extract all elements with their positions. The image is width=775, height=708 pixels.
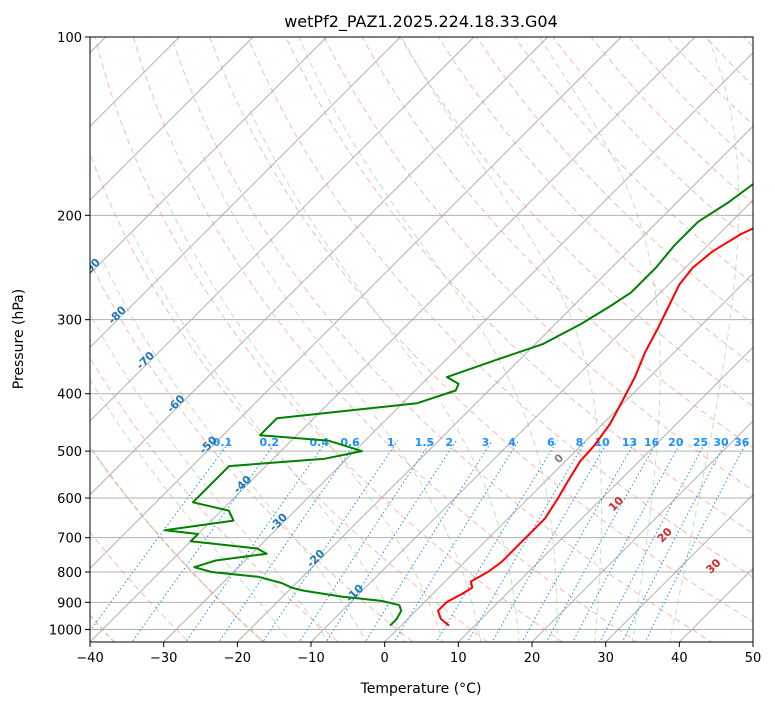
dewpoint-profile-line — [163, 182, 753, 627]
mixing-ratio-label: 0.4 — [310, 436, 330, 449]
mixing-ratio-line — [298, 440, 432, 642]
moist-adiabat-line — [160, 187, 444, 642]
mixing-ratio-line — [572, 440, 683, 642]
y-tick-label: 100 — [57, 31, 82, 46]
mixing-ratio-label: 0.1 — [213, 436, 233, 449]
moist-adiabat-line — [90, 378, 291, 642]
mixing-ratio-label: 4 — [508, 436, 516, 449]
mixing-ratio-line — [90, 440, 231, 632]
isotherm-line — [90, 37, 475, 422]
dry-adiabat-line — [90, 531, 190, 642]
dry-adiabat-line — [399, 37, 753, 407]
mixing-ratio-label: 13 — [622, 436, 637, 449]
chart-title: wetPf2_PAZ1.2025.224.18.33.G04 — [284, 12, 558, 32]
mixing-ratio-label: 6 — [547, 436, 555, 449]
y-tick-label: 600 — [57, 492, 82, 507]
y-axis-label: Pressure (hPa) — [11, 289, 27, 389]
mixing-ratio-line — [393, 440, 520, 642]
plot-frame — [89, 36, 754, 643]
mixing-ratio-label: 36 — [734, 436, 750, 449]
y-tick-label: 200 — [57, 209, 82, 224]
y-tick-label: 700 — [57, 532, 82, 547]
isotherm-line — [531, 420, 753, 642]
mixing-ratio-line — [491, 440, 609, 642]
y-tick-label: 800 — [57, 566, 82, 581]
isotherm-line — [163, 52, 753, 642]
moist-adiabat-line — [90, 312, 329, 642]
dry-adiabat-line — [552, 37, 753, 245]
y-tick-label: 300 — [57, 314, 82, 329]
x-axis-label: Temperature (°C) — [360, 681, 482, 697]
mixing-ratio-line — [218, 440, 358, 642]
dry-adiabat-line — [90, 152, 489, 642]
x-tick-label: −30 — [150, 651, 177, 666]
moist-adiabat-line — [200, 151, 482, 642]
x-tick-label: 10 — [450, 651, 467, 666]
dry-adiabat-line — [94, 37, 564, 642]
dry-adiabat-line — [514, 37, 753, 285]
moist-adiabat-line — [248, 108, 520, 642]
isotherm-line — [310, 199, 753, 642]
isotherm-line — [90, 37, 548, 496]
dry-adiabat-line — [285, 37, 753, 534]
moist-adiabat-line — [100, 257, 367, 642]
mixing-ratio-line — [435, 440, 558, 642]
isotherm-line — [605, 494, 753, 642]
mixing-ratio-label: 8 — [576, 436, 584, 449]
dry-adiabat-line — [132, 37, 639, 642]
dry-adiabat-line — [628, 37, 753, 166]
dry-adiabat-line — [590, 37, 753, 205]
mixing-ratio-label: 2 — [445, 436, 453, 449]
isotherm-line — [90, 37, 327, 275]
dry-adiabat-line — [90, 356, 340, 642]
isotherm-line — [237, 125, 753, 642]
isotherm-line — [384, 273, 753, 642]
isotherm-line — [90, 37, 254, 201]
dry-adiabat-line — [323, 37, 753, 491]
mixing-ratio-line — [466, 440, 587, 642]
dry-adiabat-line — [90, 260, 414, 642]
moist-adiabat-line — [298, 37, 558, 642]
mixing-ratio-label: 3 — [482, 436, 490, 449]
dry-adiabat-line — [171, 37, 713, 642]
mixing-ratio-line — [521, 440, 637, 642]
mixing-ratio-label: 1.5 — [415, 436, 435, 449]
moist-adiabat-line — [130, 230, 406, 642]
mixing-ratio-label: 1 — [387, 436, 395, 449]
mixing-ratio-line — [185, 440, 328, 642]
x-tick-label: −20 — [224, 651, 251, 666]
isotherm-line — [458, 346, 753, 642]
moist-adiabat-line — [538, 37, 661, 642]
y-tick-label: 400 — [57, 388, 82, 403]
mixing-ratio-label: 16 — [644, 436, 660, 449]
dry-adiabat-line — [209, 37, 753, 623]
mixing-ratio-line — [599, 440, 707, 642]
y-tick-label: 900 — [57, 596, 82, 611]
y-tick-label: 500 — [57, 445, 82, 460]
x-tick-label: −40 — [76, 651, 103, 666]
x-tick-label: 50 — [745, 651, 762, 666]
moist-adiabat-line — [401, 37, 603, 642]
dry-adiabat-line — [361, 37, 753, 449]
x-tick-label: −10 — [297, 651, 324, 666]
temperature-profile-line — [437, 227, 753, 627]
x-tick-label: 0 — [381, 651, 389, 666]
mixing-ratio-label: 25 — [693, 436, 708, 449]
x-tick-label: 20 — [524, 651, 541, 666]
dry-adiabat-line — [247, 37, 753, 578]
x-tick-label: 30 — [597, 651, 614, 666]
mixing-ratio-label: 30 — [713, 436, 729, 449]
y-tick-label: 1000 — [49, 623, 82, 638]
mixing-ratio-line — [545, 440, 659, 642]
isotherm-line — [90, 37, 401, 348]
x-tick-label: 40 — [671, 651, 688, 666]
mixing-ratio-label: 0.2 — [260, 436, 280, 449]
mixing-ratio-label: 20 — [668, 436, 684, 449]
isotherm-line — [90, 37, 622, 569]
moist-adiabat-line — [669, 37, 740, 642]
